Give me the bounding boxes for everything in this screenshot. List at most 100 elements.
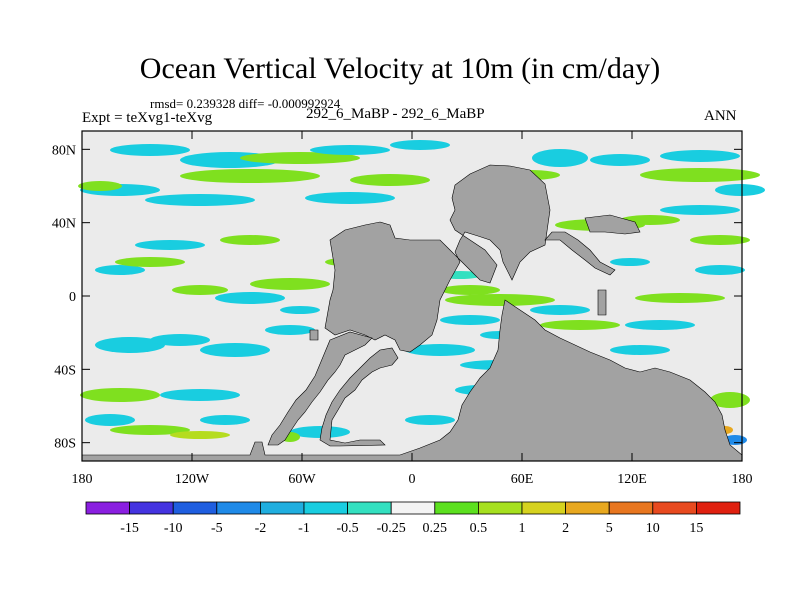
contour-patch bbox=[290, 426, 350, 438]
contour-patch bbox=[350, 174, 430, 186]
colorbar-label: -15 bbox=[120, 521, 139, 536]
contour-patch bbox=[710, 392, 750, 408]
contour-patch bbox=[440, 315, 500, 325]
contour-patch bbox=[660, 205, 740, 215]
colorbar-swatch bbox=[565, 501, 610, 515]
land-polygon bbox=[584, 214, 641, 235]
colorbar-swatch bbox=[216, 501, 261, 515]
contour-patch bbox=[610, 258, 650, 266]
colorbar: -15 -10 -5 -2 -1 -0.5 -0.25 0.25 0.5 1 2 5 10 15 bbox=[85, 501, 741, 536]
land-masses bbox=[81, 164, 743, 462]
x-tick-label: 120W bbox=[175, 472, 210, 487]
colorbar-label: -2 bbox=[255, 521, 267, 536]
contour-patch bbox=[532, 149, 588, 167]
contour-patch bbox=[180, 169, 320, 183]
colorbar-label: 5 bbox=[606, 521, 613, 536]
contour-patch bbox=[405, 344, 475, 356]
colorbar-label: 2 bbox=[562, 521, 569, 536]
contour-patch bbox=[635, 293, 725, 303]
contour-patch bbox=[78, 181, 122, 191]
colorbar-swatch bbox=[303, 501, 348, 515]
colorbar-label: -10 bbox=[164, 521, 183, 536]
contour-patch bbox=[540, 320, 620, 330]
y-tick-label: 80S bbox=[54, 437, 76, 452]
contour-patch bbox=[172, 285, 228, 295]
contour-patch bbox=[200, 415, 250, 425]
contour-patch bbox=[610, 345, 670, 355]
land-polygon bbox=[267, 331, 373, 446]
colorbar-swatch bbox=[521, 501, 566, 515]
contour-patch bbox=[405, 415, 455, 425]
contour-patch bbox=[85, 414, 135, 426]
colorbar-swatch bbox=[259, 501, 305, 515]
colorbar-swatch bbox=[696, 501, 741, 515]
colorbar-label: 0.5 bbox=[470, 521, 488, 536]
colorbar-swatch bbox=[390, 501, 436, 515]
contour-patch bbox=[80, 388, 160, 402]
x-tick-label: 60E bbox=[511, 472, 534, 487]
y-axis: 80N 40N 0 40S 80S bbox=[52, 143, 742, 452]
contour-patch bbox=[135, 240, 205, 250]
y-tick-label: 80N bbox=[52, 143, 76, 158]
contour-patch bbox=[715, 184, 765, 196]
colorbar-swatch bbox=[434, 501, 479, 515]
contour-patch bbox=[265, 325, 315, 335]
colorbar-label: 10 bbox=[646, 521, 660, 536]
contour-patch bbox=[280, 306, 320, 314]
season-label: ANN bbox=[704, 108, 737, 124]
contour-patch bbox=[150, 334, 210, 346]
contour-patch bbox=[250, 278, 330, 290]
colorbar-swatch bbox=[652, 501, 697, 515]
colorbar-swatch bbox=[85, 501, 130, 515]
contour-patch bbox=[625, 320, 695, 330]
land-polygon bbox=[597, 289, 607, 316]
colorbar-swatch bbox=[347, 501, 392, 515]
contour-patch bbox=[660, 150, 740, 162]
contour-patch bbox=[95, 337, 165, 353]
y-tick-label: 40S bbox=[54, 363, 76, 378]
contour-patch bbox=[440, 285, 500, 295]
contour-patch bbox=[240, 152, 360, 164]
contour-patch bbox=[220, 235, 280, 245]
x-tick-label: 120E bbox=[617, 472, 647, 487]
contour-patch bbox=[695, 265, 745, 275]
colorbar-label: 1 bbox=[519, 521, 526, 536]
colorbar-label: 15 bbox=[689, 521, 703, 536]
contour-patch bbox=[110, 144, 190, 156]
colorbar-label: 0.25 bbox=[423, 521, 448, 536]
experiment-label: Expt = teXvg1-teXvg bbox=[82, 110, 213, 126]
colorbar-label: -0.5 bbox=[337, 521, 359, 536]
contour-patch bbox=[170, 431, 230, 439]
colorbar-swatch bbox=[608, 501, 654, 515]
y-tick-label: 40N bbox=[52, 217, 76, 232]
contour-patch bbox=[110, 425, 190, 435]
colorbar-swatch bbox=[477, 501, 523, 515]
contour-patch bbox=[640, 168, 760, 182]
contour-patch bbox=[390, 140, 450, 150]
colorbar-label: -5 bbox=[211, 521, 223, 536]
colorbar-swatch bbox=[172, 501, 218, 515]
x-tick-label: 180 bbox=[732, 472, 753, 487]
contour-patch bbox=[445, 294, 555, 306]
x-tick-label: 60W bbox=[288, 472, 316, 487]
x-tick-label: 180 bbox=[72, 472, 93, 487]
land-polygon bbox=[309, 329, 319, 341]
chart-title: Ocean Vertical Velocity at 10m (in cm/da… bbox=[139, 52, 661, 85]
contour-patch bbox=[95, 265, 145, 275]
contour-patch bbox=[690, 235, 750, 245]
x-axis: 180 120W 60W 0 60E 120E 180 bbox=[72, 131, 753, 487]
y-tick-label: 0 bbox=[69, 290, 76, 305]
land-polygon bbox=[324, 164, 551, 353]
contour-patch bbox=[160, 389, 240, 401]
contour-patch bbox=[145, 194, 255, 206]
land-polygon bbox=[319, 347, 399, 447]
land-polygon bbox=[544, 231, 616, 276]
colorbar-label: -0.25 bbox=[377, 521, 406, 536]
x-tick-label: 0 bbox=[409, 472, 416, 487]
contour-patch bbox=[530, 305, 590, 315]
contour-patch bbox=[590, 154, 650, 166]
contour-patch bbox=[305, 192, 395, 204]
contour-patch bbox=[215, 292, 285, 304]
contour-patch bbox=[200, 343, 270, 357]
